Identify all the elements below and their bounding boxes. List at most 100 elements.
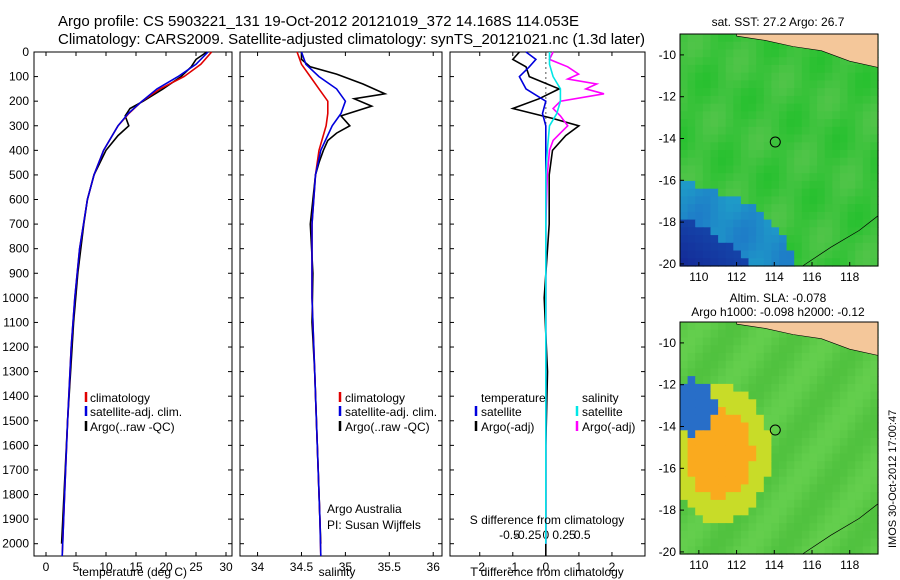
map-cell xyxy=(748,150,757,159)
map-cell xyxy=(786,422,795,431)
map-cell xyxy=(725,227,734,236)
map-cell xyxy=(786,150,795,159)
map-cell xyxy=(695,142,704,151)
map-cell xyxy=(855,126,864,136)
map-cell xyxy=(763,196,772,205)
map-cell xyxy=(725,538,734,547)
map-cell xyxy=(870,445,879,454)
map-cell xyxy=(710,173,719,182)
map-cell xyxy=(740,399,750,408)
map-cell xyxy=(763,461,772,470)
map-cell xyxy=(779,523,788,532)
map-cell xyxy=(733,57,742,66)
map-cell xyxy=(763,468,772,478)
temp-legend-clim: climatology xyxy=(90,391,150,405)
map-cell xyxy=(687,142,696,151)
map-cell xyxy=(839,461,849,470)
map-cell xyxy=(847,484,856,493)
map-cell xyxy=(748,235,757,244)
map-cell xyxy=(763,173,772,182)
map-cell xyxy=(855,219,864,228)
map-cell xyxy=(733,329,742,338)
map-cell xyxy=(771,414,780,424)
map-cell xyxy=(786,391,795,400)
map-cell xyxy=(733,322,742,331)
map-cell xyxy=(801,453,810,462)
map-cell xyxy=(725,103,734,112)
x-tick-label: 116 xyxy=(802,558,821,572)
map-cell xyxy=(718,430,727,439)
map-cell xyxy=(702,515,711,524)
map-cell xyxy=(855,515,864,524)
map-cell xyxy=(817,227,826,236)
map-cell xyxy=(809,49,818,58)
map-cell xyxy=(695,530,704,540)
map-cell xyxy=(710,407,719,416)
map-cell xyxy=(786,142,795,151)
map-cell xyxy=(680,235,689,244)
y-tick-label: -10 xyxy=(659,48,677,62)
sla-map: 110 112 114 116 118-10-12-14-16-18-20 xyxy=(659,321,879,572)
map-cell xyxy=(748,64,757,74)
map-cell xyxy=(763,80,772,89)
map-cell xyxy=(855,188,864,197)
map-cell xyxy=(687,422,696,431)
map-cell xyxy=(779,142,788,151)
map-cell xyxy=(733,337,742,346)
map-cell xyxy=(817,242,826,252)
map-cell xyxy=(748,422,757,431)
y-tick-label: 1900 xyxy=(2,512,29,526)
map-cell xyxy=(733,368,742,377)
map-cell xyxy=(725,376,734,385)
map-cell xyxy=(695,345,704,354)
map-cell xyxy=(748,523,757,532)
map-cell xyxy=(702,41,711,50)
map-cell xyxy=(817,150,826,159)
map-cell xyxy=(824,64,833,74)
map-cell xyxy=(786,103,795,112)
x-tick-label: 112 xyxy=(727,558,746,572)
map-cell xyxy=(855,173,864,182)
map-cell xyxy=(695,352,704,362)
map-cell xyxy=(847,523,856,532)
map-cell xyxy=(862,407,871,416)
map-cell xyxy=(748,157,757,166)
y-tick-label: 800 xyxy=(9,242,29,256)
map-cell xyxy=(718,407,727,416)
map-cell xyxy=(771,165,780,174)
map-cell xyxy=(740,180,750,190)
map-cell xyxy=(779,250,788,259)
map-cell xyxy=(832,546,841,555)
map-cell xyxy=(740,391,750,400)
map-cell xyxy=(839,360,849,369)
map-cell xyxy=(847,235,856,244)
map-cell xyxy=(824,80,833,89)
map-cell xyxy=(702,468,711,478)
map-cell xyxy=(817,72,826,81)
map-cell xyxy=(695,165,704,174)
y-tick-label: -16 xyxy=(659,173,677,187)
map-cell xyxy=(680,345,689,354)
map-cell xyxy=(733,258,742,267)
map-cell xyxy=(870,499,879,509)
map-cell xyxy=(702,430,711,439)
map-cell xyxy=(748,211,757,221)
map-cell xyxy=(801,211,810,221)
map-cell xyxy=(786,484,795,493)
map-cell xyxy=(847,492,856,501)
map-cell xyxy=(839,142,849,151)
credit-line1: Argo Australia xyxy=(327,502,402,516)
map-cell xyxy=(763,368,772,377)
map-cell xyxy=(756,523,765,532)
map-cell xyxy=(847,111,856,120)
map-cell xyxy=(763,204,772,213)
map-cell xyxy=(695,41,704,50)
map-cell xyxy=(824,219,833,228)
map-cell xyxy=(695,219,704,228)
sal-legend-sat: satellite-adj. clim. xyxy=(345,405,437,419)
map-cell xyxy=(740,414,750,424)
map-cell xyxy=(847,173,856,182)
map-cell xyxy=(786,523,795,532)
map-cell xyxy=(756,438,765,447)
map-cell xyxy=(794,476,803,485)
